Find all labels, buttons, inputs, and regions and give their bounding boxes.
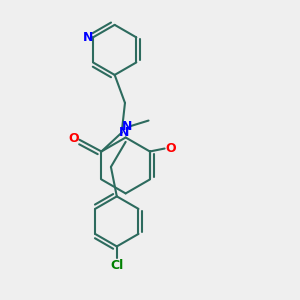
Text: N: N bbox=[122, 120, 133, 133]
Text: N: N bbox=[82, 31, 93, 44]
Text: Cl: Cl bbox=[110, 259, 123, 272]
Text: O: O bbox=[165, 142, 176, 155]
Text: N: N bbox=[119, 126, 129, 139]
Text: O: O bbox=[69, 132, 79, 145]
